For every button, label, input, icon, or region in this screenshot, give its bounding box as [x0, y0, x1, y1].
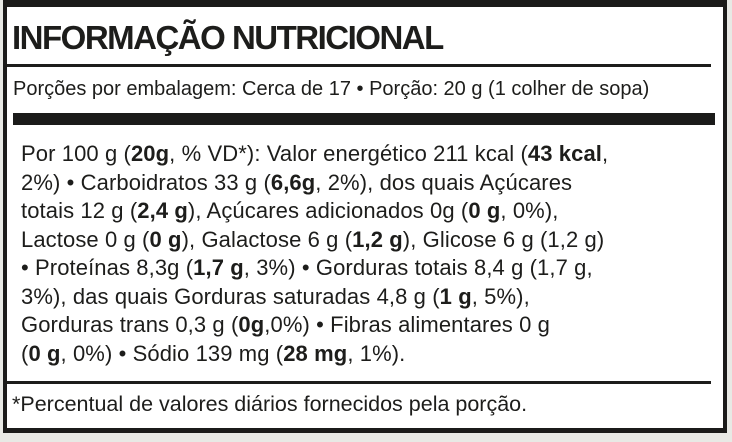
nutrition-text-line: Lactose 0 g (0 g), Galactose 6 g (1,2 g)… — [21, 226, 605, 252]
section-divider-bar — [13, 113, 715, 125]
nutrition-text-line: • Proteínas 8,3g (1,7 g, 3%) • Gorduras … — [21, 255, 593, 280]
nutrition-text-line: totais 12 g (2,4 g), Açúcares adicionado… — [21, 198, 559, 223]
nutrition-text-line: Por 100 g (20g, % VD*): Valor energético… — [21, 141, 609, 166]
servings-line: Porções por embalagem: Cerca de 17 • Por… — [13, 78, 650, 100]
nutrition-text-line: Gorduras trans 0,3 g (0g,0%) • Fibras al… — [21, 312, 551, 337]
footnote-divider — [7, 381, 711, 384]
nutrition-text-line: (0 g, 0%) • Sódio 139 mg (28 mg, 1%). — [21, 340, 406, 366]
title-divider — [7, 64, 711, 67]
nutrition-facts-text: Por 100 g (20g, % VD*): Valor energético… — [21, 140, 703, 368]
label-title: INFORMAÇÃO NUTRICIONAL — [12, 19, 444, 56]
nutrition-label: INFORMAÇÃO NUTRICIONAL Porções por embal… — [3, 0, 727, 433]
nutrition-text-line: 3%), das quais Gorduras saturadas 4,8 g … — [21, 283, 530, 309]
nutrition-text-line: 2%) • Carboidratos 33 g (6,6g, 2%), dos … — [21, 169, 573, 195]
footnote-text: *Percentual de valores diários fornecido… — [12, 392, 528, 416]
